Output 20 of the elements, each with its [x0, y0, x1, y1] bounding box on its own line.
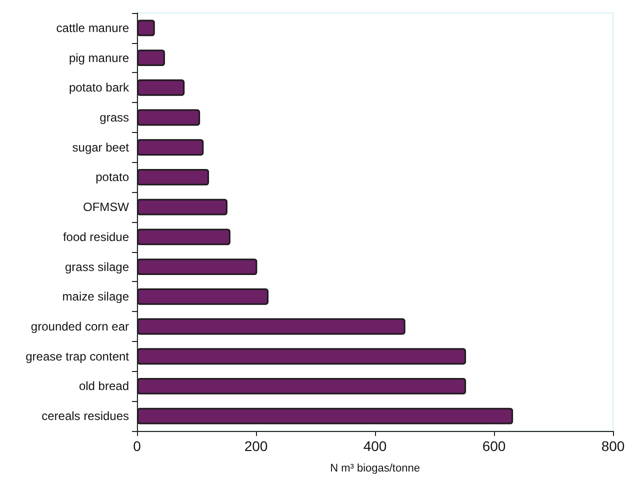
y-tick-label: potato	[96, 170, 130, 184]
y-tick-label: potato bark	[68, 80, 130, 95]
x-tick-label: 0	[133, 438, 142, 454]
x-tick-label: 200	[244, 438, 268, 454]
y-tick-label: grounded corn ear	[30, 320, 129, 334]
y-tick-label: old bread	[78, 379, 129, 394]
y-tick-label: grease trap content	[26, 349, 130, 364]
y-tick-label: food residue	[62, 230, 130, 244]
y-tick-label: grass	[100, 110, 129, 124]
x-tick-label: 600	[482, 438, 506, 454]
y-tick-label: OFMSW	[83, 200, 130, 214]
y-tick-label: cereals residues	[42, 409, 129, 424]
y-tick-label: maize silage	[62, 290, 130, 304]
x-tick-label: 800	[601, 438, 625, 454]
y-tick-label: grass silage	[64, 260, 130, 274]
x-axis-title: N m³ biogas/tonne	[330, 462, 420, 474]
y-tick-label: cattle manure	[56, 20, 130, 35]
y-tick-label: sugar beet	[72, 140, 130, 154]
x-tick-label: 400	[363, 438, 387, 454]
y-tick-label: pig manure	[68, 50, 130, 65]
